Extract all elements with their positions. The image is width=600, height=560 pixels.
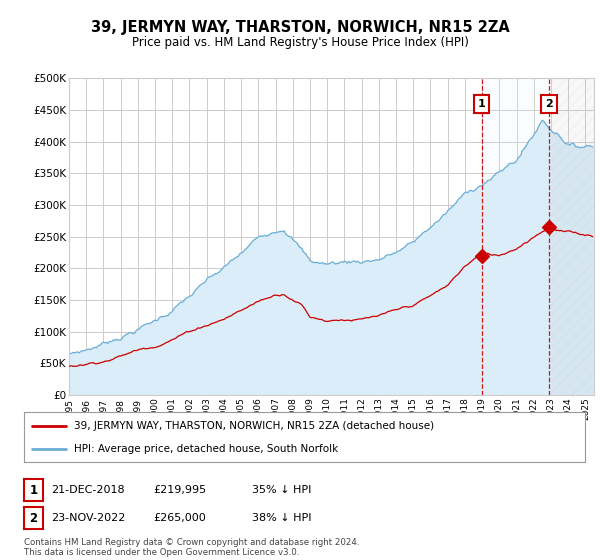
Text: Price paid vs. HM Land Registry's House Price Index (HPI): Price paid vs. HM Land Registry's House … (131, 36, 469, 49)
Text: Contains HM Land Registry data © Crown copyright and database right 2024.
This d: Contains HM Land Registry data © Crown c… (24, 538, 359, 557)
Text: 21-DEC-2018: 21-DEC-2018 (51, 485, 125, 495)
Text: HPI: Average price, detached house, South Norfolk: HPI: Average price, detached house, Sout… (74, 445, 339, 454)
Text: 1: 1 (29, 483, 38, 497)
Text: 23-NOV-2022: 23-NOV-2022 (51, 513, 125, 523)
Text: £219,995: £219,995 (153, 485, 206, 495)
Text: 2: 2 (29, 511, 38, 525)
Text: £265,000: £265,000 (153, 513, 206, 523)
Text: 38% ↓ HPI: 38% ↓ HPI (252, 513, 311, 523)
Text: 35% ↓ HPI: 35% ↓ HPI (252, 485, 311, 495)
Bar (482, 78, 551, 395)
Text: 39, JERMYN WAY, THARSTON, NORWICH, NR15 2ZA (detached house): 39, JERMYN WAY, THARSTON, NORWICH, NR15 … (74, 421, 434, 431)
Text: 2: 2 (545, 99, 553, 109)
Bar (551, 78, 600, 395)
Text: 39, JERMYN WAY, THARSTON, NORWICH, NR15 2ZA: 39, JERMYN WAY, THARSTON, NORWICH, NR15 … (91, 20, 509, 35)
Text: 1: 1 (478, 99, 485, 109)
